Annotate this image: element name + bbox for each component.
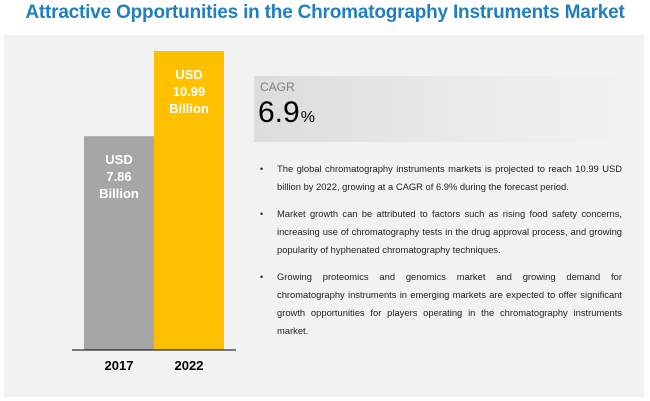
bullet-icon: • [260, 209, 264, 219]
page-title: Attractive Opportunities in the Chromato… [25, 2, 625, 23]
bullet-text: The global chromatography instruments ma… [277, 163, 622, 192]
bar-label-line: USD [105, 152, 133, 168]
cagr-percent-sign: % [300, 109, 315, 126]
bar-label-line: USD [175, 67, 203, 82]
bar-2017 [84, 136, 154, 350]
bullet-item: • Market growth can be attributed to fact… [260, 205, 622, 259]
bullet-text: Market growth can be attributed to facto… [277, 208, 622, 255]
bar-label-line: 7.86 [106, 169, 132, 185]
category-label-2022: 2022 [174, 358, 204, 373]
bar-value-label-2017: USD 7.86 Billion [84, 151, 154, 202]
bullet-text: Growing proteomics and genomics market a… [277, 271, 622, 336]
bar-value-label-2022: USD 10.99 Billion [154, 66, 224, 117]
cagr-number: 6.9 [258, 96, 300, 129]
cagr-box [254, 76, 644, 142]
bullet-item: • Growing proteomics and genomics market … [260, 268, 622, 340]
bullet-list: • The global chromatography instruments m… [260, 160, 622, 349]
bar-2022 [154, 51, 224, 350]
bullet-item: • The global chromatography instruments m… [260, 160, 622, 196]
bar-label-line: Billion [169, 101, 209, 116]
cagr-value: 6.9% [258, 96, 315, 130]
bar-label-line: 10.99 [172, 84, 206, 99]
bullet-icon: • [260, 272, 264, 282]
cagr-label: CAGR [260, 80, 295, 94]
bullet-icon: • [260, 164, 264, 174]
bar-label-line: Billion [99, 186, 139, 202]
category-label-2017: 2017 [104, 358, 134, 373]
